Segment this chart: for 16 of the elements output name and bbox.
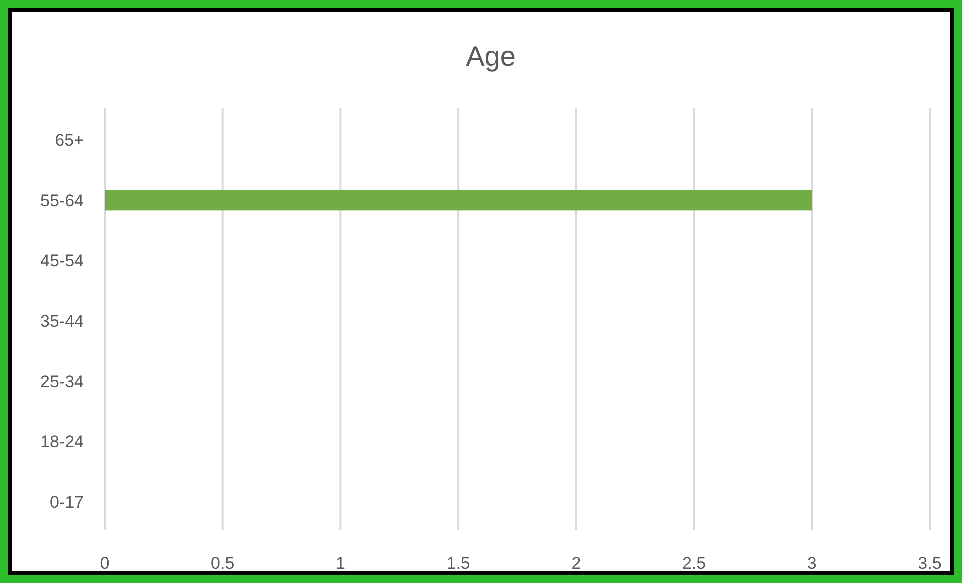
x-tick-label: 0.5 — [211, 554, 235, 573]
y-tick-label: 45-54 — [40, 252, 84, 271]
x-tick-label: 1.5 — [446, 554, 470, 573]
x-tick-label: 2.5 — [682, 554, 706, 573]
y-tick-label: 65+ — [55, 131, 84, 150]
x-tick-label: 3.5 — [918, 554, 942, 573]
x-tick-label: 3 — [807, 554, 817, 573]
y-tick-label: 55-64 — [40, 191, 84, 210]
y-tick-label: 18-24 — [40, 432, 84, 452]
y-tick-label: 25-34 — [40, 372, 84, 392]
x-tick-label: 2 — [572, 554, 582, 573]
y-tick-label: 35-44 — [40, 312, 84, 331]
x-tick-label: 1 — [336, 554, 346, 573]
x-tick-label: 0 — [100, 554, 110, 573]
chart-title: Age — [466, 41, 516, 72]
y-tick-label: 0-17 — [50, 492, 84, 512]
